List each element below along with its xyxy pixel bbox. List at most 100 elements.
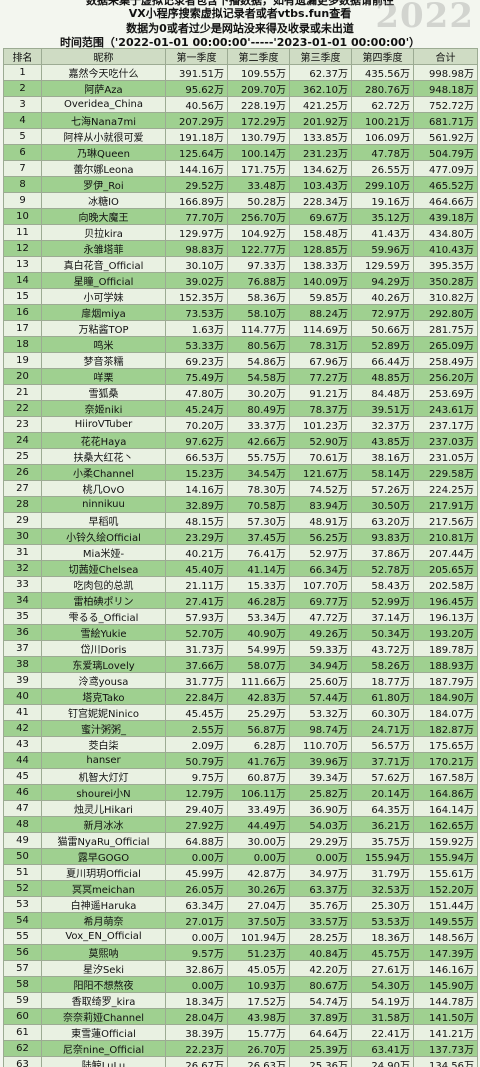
cell-q3: 83.94万 (289, 496, 352, 513)
cell-nickname: 早稻叽 (41, 512, 166, 529)
cell-rank: 25 (3, 448, 42, 465)
table-row: 7 蕾尔娜Leona 144.16万 171.75万 134.62万 26.55万 477.… (3, 160, 478, 177)
cell-q2: 57.30万 (227, 512, 290, 529)
cell-q1: 2.55万 (165, 720, 228, 737)
cell-q3: 138.33万 (289, 256, 352, 273)
table-row: 10 向晚大魔王 77.70万 256.70万 69.67万 35.12万 439.18万 (3, 208, 478, 225)
cell-q2: 0.00万 (227, 848, 290, 865)
cell-q1: 38.39万 (165, 1024, 228, 1041)
cell-total: 243.61万 (413, 400, 478, 417)
cell-q1: 50.79万 (165, 752, 228, 769)
cell-total: 504.79万 (413, 144, 478, 161)
cell-rank: 37 (3, 640, 42, 657)
cell-total: 256.20万 (413, 368, 478, 385)
cell-nickname: 永雏塔菲 (41, 240, 166, 257)
cell-total: 170.21万 (413, 752, 478, 769)
cell-total: 189.78万 (413, 640, 478, 657)
cell-rank: 53 (3, 896, 42, 913)
cell-total: 207.44万 (413, 544, 478, 561)
table-row: 52 冥冥meichan 26.05万 30.26万 63.37万 32.53万 152.2… (3, 880, 478, 897)
cell-nickname: 阳阳不想熬夜 (41, 976, 166, 993)
cell-q4: 100.21万 (351, 112, 414, 129)
cell-q4: 57.26万 (351, 480, 414, 497)
cell-q2: 27.04万 (227, 896, 290, 913)
table-row: 15 小可学妹 152.35万 58.36万 59.85万 40.26万 310.82万 (3, 288, 478, 305)
cell-q4: 27.61万 (351, 960, 414, 977)
cell-rank: 47 (3, 800, 42, 817)
cell-q1: 47.80万 (165, 384, 228, 401)
cell-q2: 111.66万 (227, 672, 290, 689)
cell-q1: 98.83万 (165, 240, 228, 257)
table-header-row: 排名 昵称 第一季度 第二季度 第三季度 第四季度 合计 (3, 48, 478, 65)
cell-q2: 10.93万 (227, 976, 290, 993)
cell-q1: 0.00万 (165, 928, 228, 945)
cell-rank: 27 (3, 480, 42, 497)
cell-q1: 29.52万 (165, 176, 228, 193)
table-row: 46 shourei小N 12.79万 106.11万 25.82万 20.14万 164.… (3, 784, 478, 801)
cell-q3: 40.84万 (289, 944, 352, 961)
table-row: 14 星瞳_Official 39.02万 76.88万 140.09万 94.29万 35… (3, 272, 478, 289)
cell-q2: 76.41万 (227, 544, 290, 561)
cell-q3: 47.72万 (289, 608, 352, 625)
cell-q3: 88.24万 (289, 304, 352, 321)
cell-rank: 11 (3, 224, 42, 241)
table-row: 32 切茜娅Chelsea 45.40万 41.14万 66.34万 52.78万 205.… (3, 560, 478, 577)
cell-rank: 24 (3, 432, 42, 449)
cell-q3: 59.33万 (289, 640, 352, 657)
cell-q4: 58.14万 (351, 464, 414, 481)
cell-q4: 31.58万 (351, 1008, 414, 1025)
cell-rank: 23 (3, 416, 42, 433)
cell-q4: 41.43万 (351, 224, 414, 241)
table-row: 18 鸣米 53.33万 80.56万 78.31万 52.89万 265.09万 (3, 336, 478, 353)
cell-q2: 104.92万 (227, 224, 290, 241)
cell-q1: 40.21万 (165, 544, 228, 561)
cell-q4: 25.30万 (351, 896, 414, 913)
cell-q1: 53.33万 (165, 336, 228, 353)
cell-total: 465.52万 (413, 176, 478, 193)
cell-q1: 37.66万 (165, 656, 228, 673)
cell-q3: 64.64万 (289, 1024, 352, 1041)
cell-q2: 80.56万 (227, 336, 290, 353)
cell-total: 141.21万 (413, 1024, 478, 1041)
cell-nickname: 花花Haya (41, 432, 166, 449)
cell-nickname: Overidea_China (41, 96, 166, 113)
cell-q3: 48.91万 (289, 512, 352, 529)
cell-q3: 78.37万 (289, 400, 352, 417)
cell-total: 231.05万 (413, 448, 478, 465)
cell-q4: 93.83万 (351, 528, 414, 545)
cell-q1: 1.63万 (165, 320, 228, 337)
cell-q4: 24.90万 (351, 1056, 414, 1067)
cell-nickname: 夏川玥玥Official (41, 864, 166, 881)
header-line-2: VX小程序搜索虚拟记录者或者vtbs.fun查看 (128, 7, 352, 20)
cell-rank: 10 (3, 208, 42, 225)
cell-nickname: shourei小N (41, 784, 166, 801)
cell-rank: 6 (3, 144, 42, 161)
table-row: 56 莫熙呐 9.57万 51.23万 40.84万 45.75万 147.39万 (3, 944, 478, 961)
cell-q3: 52.97万 (289, 544, 352, 561)
cell-q4: 61.80万 (351, 688, 414, 705)
cell-nickname: 星汐Seki (41, 960, 166, 977)
header-line-4: 时间范围（'2022-01-01 00:00:00'-----'2023-01-… (59, 36, 421, 49)
cell-q3: 134.62万 (289, 160, 352, 177)
cell-q4: 435.56万 (351, 64, 414, 81)
cell-q2: 6.28万 (227, 736, 290, 753)
table-row: 42 蜜汁粥粥_ 2.55万 56.87万 98.74万 24.71万 182.87万 (3, 720, 478, 737)
cell-q2: 171.75万 (227, 160, 290, 177)
cell-rank: 12 (3, 240, 42, 257)
cell-rank: 26 (3, 464, 42, 481)
cell-rank: 31 (3, 544, 42, 561)
cell-q1: 31.77万 (165, 672, 228, 689)
cell-q1: 22.84万 (165, 688, 228, 705)
table-row: 26 小柔Channel 15.23万 34.54万 121.67万 58.14万 229.… (3, 464, 478, 481)
ranking-table: 排名 昵称 第一季度 第二季度 第三季度 第四季度 合计 1 嘉然今天吃什么 391.51万 10… (3, 48, 478, 1067)
table-row: 35 雫るる_Official 57.93万 53.34万 47.72万 37.14万 19… (3, 608, 478, 625)
cell-q3: 362.10万 (289, 80, 352, 97)
cell-nickname: 塔克Tako (41, 688, 166, 705)
cell-nickname: 机智大灯灯 (41, 768, 166, 785)
cell-q1: 45.40万 (165, 560, 228, 577)
cell-nickname: 冰糖IO (41, 192, 166, 209)
cell-q2: 130.79万 (227, 128, 290, 145)
cell-rank: 33 (3, 576, 42, 593)
cell-q1: 32.89万 (165, 496, 228, 513)
